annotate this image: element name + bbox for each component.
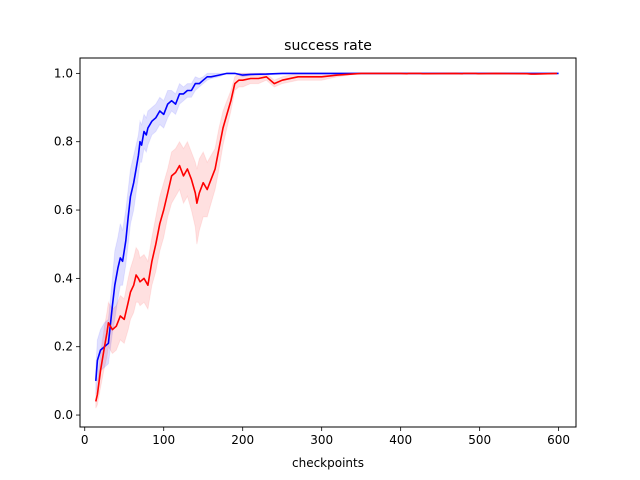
x-tick-label: 500 <box>468 433 491 447</box>
y-tick-label: 0.6 <box>54 203 73 217</box>
x-tick-label: 300 <box>310 433 333 447</box>
series-0-line <box>95 72 559 381</box>
x-axis: 0 100 200 300 400 500 600 <box>81 427 570 447</box>
y-tick-label: 1.0 <box>54 66 73 80</box>
x-axis-title: checkpoints <box>292 456 364 470</box>
x-tick-label: 600 <box>547 433 570 447</box>
plot-frame <box>79 57 577 428</box>
x-tick-label: 0 <box>81 433 89 447</box>
x-tick-label: 100 <box>152 433 175 447</box>
y-tick-label: 0.0 <box>54 408 73 422</box>
series-1-line <box>95 72 558 402</box>
x-tick-label: 400 <box>389 433 412 447</box>
plot-area <box>79 57 577 428</box>
y-tick-label: 0.8 <box>54 135 73 149</box>
y-tick-label: 0.4 <box>54 271 73 285</box>
y-axis: 0.0 0.2 0.4 0.6 0.8 1.0 <box>54 66 80 422</box>
chart-title: success rate <box>284 38 372 54</box>
x-tick-label: 200 <box>231 433 254 447</box>
series-lines <box>95 72 559 402</box>
y-tick-label: 0.2 <box>54 340 73 354</box>
